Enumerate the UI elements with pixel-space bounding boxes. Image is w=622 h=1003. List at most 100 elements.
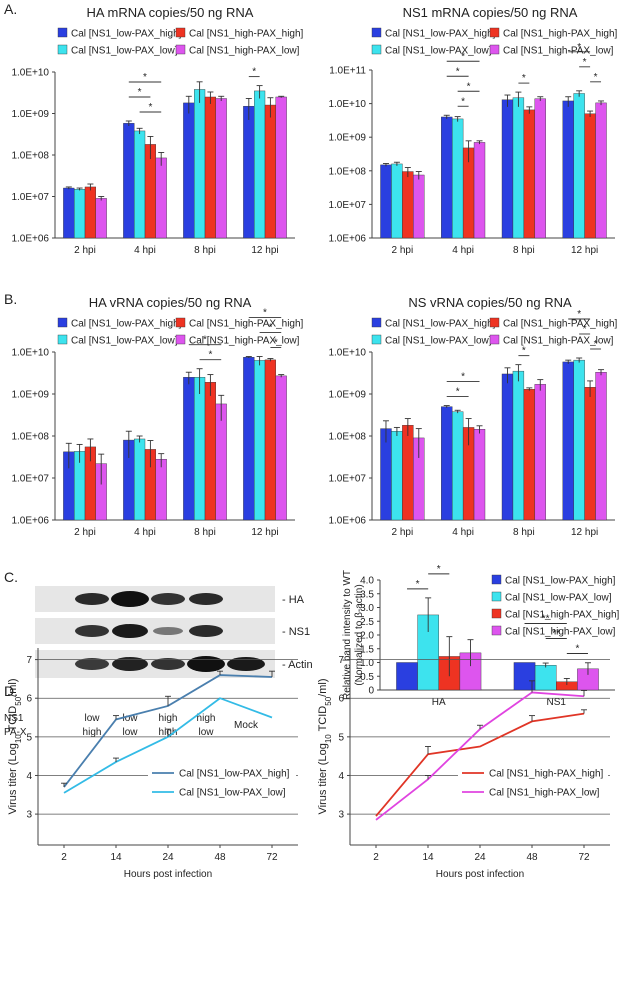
bar (584, 387, 596, 521)
error-bar (526, 106, 533, 114)
bar (215, 98, 227, 239)
error-bar (217, 670, 223, 676)
bar (183, 102, 195, 239)
error-bar (207, 374, 214, 396)
y-tick-label: 4.0 (360, 576, 374, 587)
y-tick-label: 4 (338, 771, 344, 782)
y-axis-label-part: 10 (324, 734, 333, 743)
legend-swatch (489, 44, 500, 55)
significance-label: * (575, 644, 579, 655)
error-bar (382, 163, 389, 167)
error-bar (542, 662, 549, 668)
y-tick-label: 1.0E+10 (328, 348, 366, 359)
error-bar (158, 453, 165, 468)
error-bar (65, 442, 72, 469)
bar (413, 174, 425, 239)
chart: NS1 mRNA copies/50 ng RNA 1.0E+06 1.0E+07 1… (328, 5, 617, 256)
significance-label: * (461, 96, 465, 107)
error-bar (269, 670, 275, 677)
legend-swatch (175, 334, 186, 345)
error-bar (218, 95, 225, 102)
x-tick-label: 14 (110, 852, 122, 863)
y-tick-label: 5 (26, 732, 32, 743)
error-bar (76, 443, 83, 463)
x-tick-label: 12 hpi (251, 527, 278, 538)
y-tick-label: 1.0E+06 (11, 516, 49, 527)
y-tick-label: 1.0E+06 (328, 516, 366, 527)
panel-label: A. (4, 1, 17, 17)
legend-swatch (489, 334, 500, 345)
bar (402, 171, 414, 239)
x-tick-label: 4 hpi (134, 245, 156, 256)
y-tick-label: 1.0E+09 (328, 133, 366, 144)
blot-band (151, 658, 185, 670)
x-tick-label: 2 hpi (392, 245, 414, 256)
blot-band (189, 625, 223, 637)
error-bar (165, 695, 171, 706)
legend-label: Cal [NS1_low-PAX_low] (505, 593, 612, 604)
legend-label: Cal [NS1_high-PAX_low] (503, 336, 614, 347)
legend-label: Cal [NS1_low-PAX_high] (179, 769, 290, 780)
bar (573, 359, 585, 521)
legend-label: Cal [NS1_low-PAX_low] (385, 46, 492, 57)
y-tick-label: 1.0E+08 (11, 432, 49, 443)
error-bar (125, 430, 132, 458)
error-bar (443, 114, 450, 119)
x-tick-label: 48 (214, 852, 226, 863)
significance-label: * (143, 72, 147, 83)
y-tick-label: 1.0E+08 (328, 432, 366, 443)
error-bar (454, 409, 461, 414)
legend-swatch (57, 27, 68, 38)
error-bar (147, 135, 154, 160)
error-bar (382, 420, 389, 443)
y-tick-label: 3.5 (360, 589, 374, 600)
error-bar (125, 120, 132, 126)
significance-label: * (437, 564, 441, 575)
error-bar (529, 680, 535, 693)
x-tick-label: 2 hpi (74, 527, 96, 538)
y-tick-label: 1.0E+07 (328, 200, 366, 211)
chart: 0 0.5 1.0 1.5 2.0 2.5 3.0 3.5 4.0 HA NS1 Relative b… (342, 564, 620, 708)
chart: NS vRNA copies/50 ng RNA 1.0E+06 1.0E+07 1.… (328, 295, 617, 538)
y-axis-label-part: Virus titer (Log (317, 743, 329, 814)
y-tick-label: 1.5 (360, 644, 374, 655)
error-bar (98, 453, 105, 485)
error-bar (587, 110, 594, 117)
y-tick-label: 3 (26, 810, 32, 821)
error-bar (576, 357, 583, 363)
legend-label: Cal [NS1_high-PAX_high] (489, 769, 604, 780)
significance-label: * (148, 102, 152, 113)
legend-label: Cal [NS1_low-PAX_low] (71, 46, 178, 57)
bar (473, 142, 486, 239)
error-bar (256, 356, 263, 366)
error-bar (136, 435, 143, 443)
error-bar (454, 116, 461, 122)
x-tick-label: 2 (61, 852, 67, 863)
x-tick-label: 72 (578, 852, 590, 863)
error-bar (185, 95, 192, 114)
bar (523, 109, 536, 239)
x-tick-label: 14 (422, 852, 434, 863)
error-bar (185, 371, 192, 385)
error-bar (526, 387, 533, 391)
error-bar (147, 440, 154, 468)
x-tick-label: 4 hpi (452, 245, 474, 256)
x-tick-label: 2 hpi (392, 527, 414, 538)
significance-label: * (583, 57, 587, 68)
y-tick-label: 1.0E+08 (11, 151, 49, 162)
legend-label: Cal [NS1_low-PAX_low] (179, 788, 286, 799)
error-bar (563, 678, 570, 686)
x-tick-label: 8 hpi (194, 527, 216, 538)
significance-label: * (456, 387, 460, 398)
error-bar (207, 91, 214, 104)
significance-label: ** (542, 614, 550, 625)
lane-label: high (159, 713, 178, 724)
blot-band (151, 593, 185, 605)
bar (204, 96, 217, 239)
legend-swatch (489, 27, 500, 38)
significance-label: * (252, 67, 256, 78)
x-axis-label: Hours post infection (436, 869, 524, 880)
legend-box (148, 763, 296, 803)
